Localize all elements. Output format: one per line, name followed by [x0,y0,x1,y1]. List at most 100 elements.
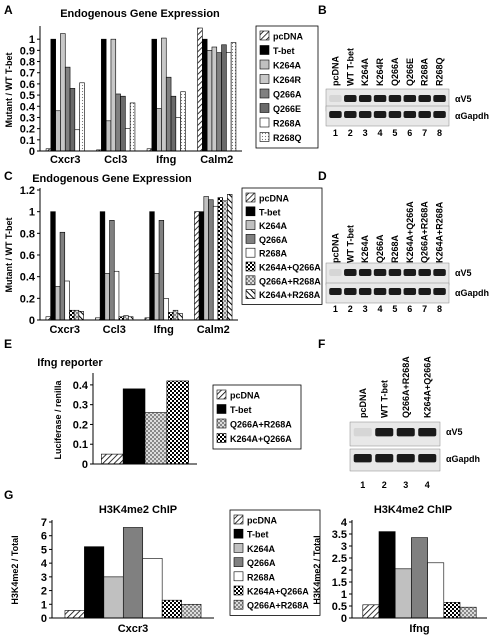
band-v5 [388,95,402,102]
lane-number: 1 [333,304,338,314]
category-label: Ccl3 [104,154,127,166]
blot-panel-f: pcDNA 1 WT T-bet 2 Q266A+R268A 3 K264A+Q266A 4 α… [349,356,480,490]
y-tick-label: 0.5 [20,90,35,102]
legend-swatch [216,389,227,400]
band-gapdh [353,454,372,463]
legend-swatch [233,543,244,553]
band-v5 [373,269,387,276]
y-axis-label: H3K4me2 / Total [10,535,20,604]
legend-swatch [259,88,270,99]
lane-number: 6 [407,128,412,138]
y-tick-label: 0.1 [73,439,88,451]
legend-label: pcDNA [247,516,278,526]
bar-q266a [59,231,66,321]
category-label: Cxcr3 [49,324,80,336]
bar-pcdna [362,604,380,619]
lane-number: 6 [407,304,412,314]
band-label-gapdh: αGapdh [455,111,489,121]
bar-t-bet [122,388,146,465]
bar-k264a [154,273,160,321]
bar-q266a [165,76,172,152]
bar-k264a [55,110,61,152]
legend-label: T-bet [259,207,281,217]
y-tick-label: 2 [341,565,347,577]
bar-q266a [216,52,222,152]
y-tick-label: 0 [29,146,35,158]
panel-letter-f: F [318,337,325,351]
legend: pcDNA T-bet K264A Q266A R268A K264A+Q266A Q266… [229,509,321,616]
band-gapdh [375,454,394,463]
category-label: Ifng [156,154,176,166]
y-tick-label: 2 [41,586,47,598]
band-gapdh [358,111,372,118]
y-tick-label: 7 [41,517,47,529]
bar-k264a-q266a [166,380,189,465]
lane-number: 3 [403,480,408,490]
bar-r268q [79,82,85,152]
bar-q266e [221,44,227,152]
bar-t-bet [378,531,396,619]
bar-pcdna [64,610,85,619]
bar-q266e [69,88,76,152]
category-label: Calm2 [200,154,233,166]
lane-number: 8 [437,304,442,314]
legend-label: Q266A+R268A [230,420,292,430]
band-v5 [344,95,357,102]
lane-number: 3 [363,304,368,314]
band-v5 [403,269,417,276]
legend-label: T-bet [273,46,295,56]
band-v5 [388,269,402,276]
bar-pcdna [197,27,203,152]
legend-label: K264A [273,61,302,71]
bar-k264a-r268a [78,311,84,321]
panel-letter-a: A [4,3,13,17]
band-gapdh [403,288,417,295]
bar-r268q [129,102,136,152]
lane-label: K264R [375,57,385,86]
bar-k264a [105,120,112,152]
y-tick-label: 0.2 [20,293,35,305]
y-tick-label: 0 [82,459,88,471]
bar-r268a [427,562,445,619]
bar-k264r [60,33,66,152]
bar-k264a [394,568,412,619]
y-tick-label: 2.5 [332,553,347,565]
lane-label: pcDNA [330,232,340,263]
legend-label: Q266A [273,90,302,100]
panel-letter-b: B [318,3,327,17]
y-axis-label: Mutant / WT T-bet [4,53,14,128]
bar-r268q [180,91,186,152]
legend-swatch [233,585,244,596]
band-gapdh [358,288,372,295]
lane-number: 1 [360,480,365,490]
panel-letter-g: G [4,488,13,502]
legend-label: Q266A [247,558,276,568]
blot-strip [325,282,450,304]
y-tick-label: 0.9 [20,45,35,57]
bar-q266a-r268a [123,315,129,321]
bar-k264a-q266a [69,309,75,321]
y-axis-label: Luciferase / renilla [53,379,63,459]
lane-label: Q266A [390,57,400,86]
legend-swatch [259,59,270,70]
charts-layer: Endogenous Gene Expression Mutant / WT T-… [4,8,487,635]
y-tick-label: 1.5 [332,577,347,589]
bar-k264a-q266a [161,599,182,619]
legend-swatch [259,30,270,41]
legend-swatch [245,275,256,286]
y-tick-label: 0 [41,613,47,625]
y-tick-label: 0.5 [332,601,347,613]
legend: pcDNA T-bet K264A Q266A R268A K264A+Q266A Q266… [241,187,323,305]
legend-swatch [233,599,244,610]
lane-number: 1 [333,128,338,138]
bar-k264a-q266a [168,312,174,321]
band-gapdh [418,111,431,118]
bar-q266a [158,220,165,321]
legend: pcDNA T-bet Q266A+R268A K264A+Q266A [212,384,302,450]
band-gapdh [433,111,446,118]
legend-label: K264A [259,221,288,231]
legend-box [212,384,302,450]
band-v5 [375,428,394,437]
band-gapdh [388,111,402,118]
